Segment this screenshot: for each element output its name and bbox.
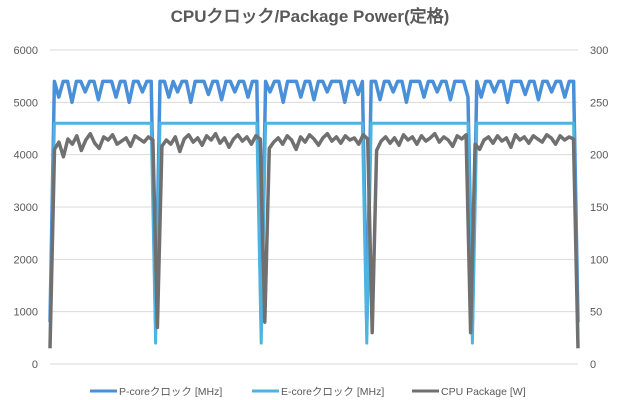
y-left-tick-label: 3000 — [14, 202, 38, 214]
y-right-tick-label: 250 — [590, 97, 608, 109]
y-right-tick-label: 100 — [590, 254, 608, 266]
e-core-clock-line — [48, 121, 580, 345]
legend-label: CPU Package [W] — [441, 386, 526, 398]
y-right-tick-label: 150 — [590, 202, 608, 214]
y-left-tick-label: 5000 — [14, 97, 38, 109]
y-left-tick-label: 1000 — [14, 307, 38, 319]
legend-label: E-coreクロック [MHz] — [281, 386, 384, 398]
y-left-tick-label: 2000 — [14, 254, 38, 266]
chart-title: CPUクロック/Package Power(定格) — [171, 6, 450, 26]
y-right-tick-label: 300 — [590, 45, 608, 57]
legend-label: P-coreクロック [MHz] — [119, 386, 222, 398]
y-left-tick-label: 4000 — [14, 150, 38, 162]
y-left-tick-label: 0 — [32, 359, 38, 371]
y-right-tick-label: 0 — [590, 359, 596, 371]
y-right-tick-label: 50 — [590, 307, 602, 319]
y-right-tick-label: 200 — [590, 150, 608, 162]
y-left-tick-label: 6000 — [14, 45, 38, 57]
p-core-clock-line — [48, 79, 580, 324]
cpu-package-line — [48, 131, 580, 349]
